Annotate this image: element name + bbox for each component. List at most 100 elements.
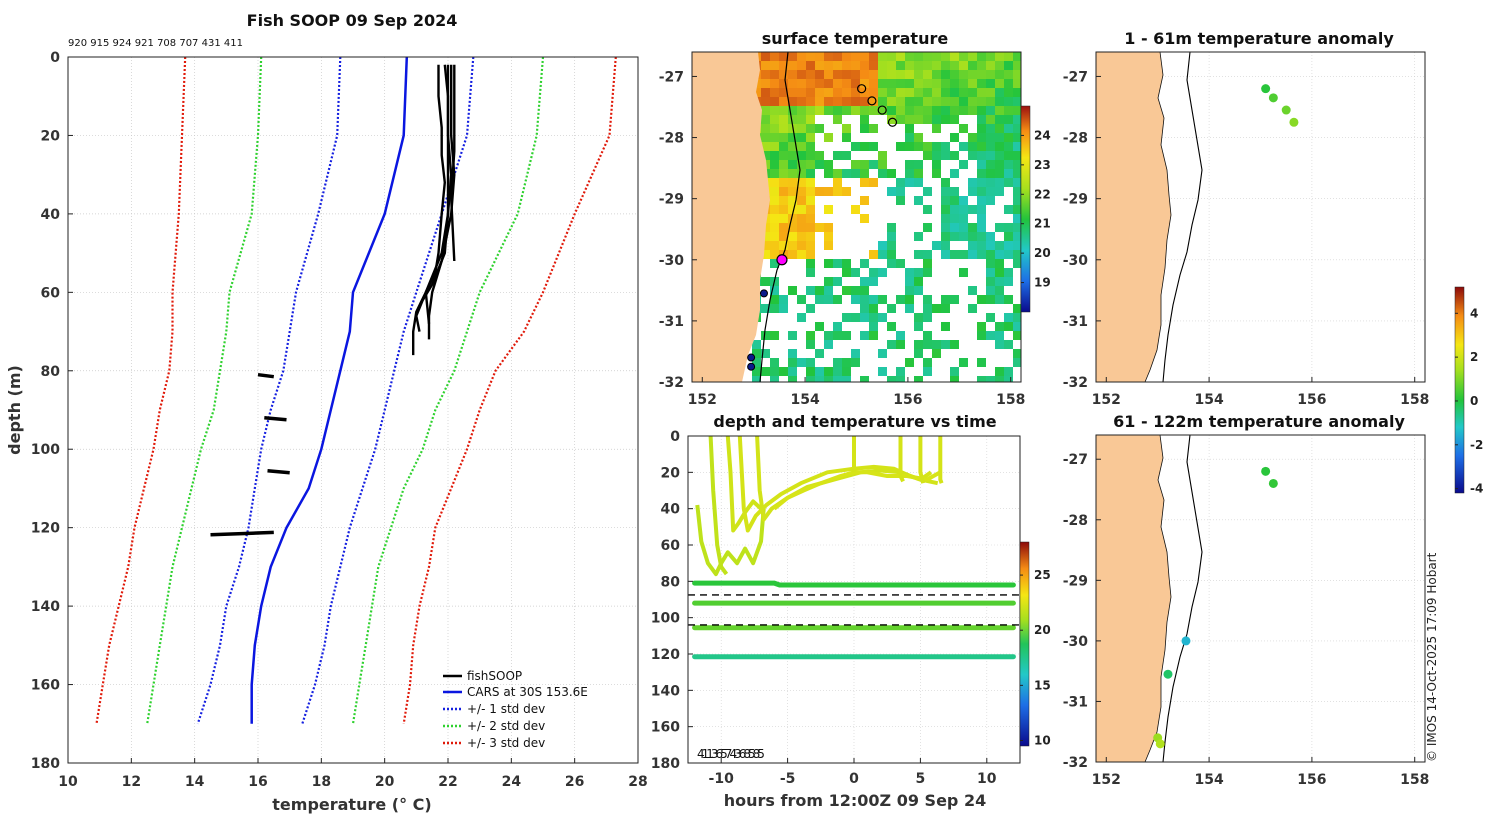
anomaly-colorbar-ticks: -4 -2 0 2 4: [1455, 306, 1483, 496]
sst-cell: [869, 178, 878, 187]
sst-cell: [1013, 178, 1021, 187]
sst-cell: [860, 106, 869, 115]
sst-cell: [1004, 277, 1013, 286]
sst-cell: [770, 160, 779, 169]
sst-cell: [977, 187, 986, 196]
sst-cell: [806, 268, 815, 277]
sst-cell: [905, 70, 914, 79]
sst-cell: [986, 313, 995, 322]
sst-cell: [761, 367, 770, 376]
sst-cell: [941, 223, 950, 232]
sst-cell: [995, 97, 1004, 106]
anomaly-deep-isobath: [1162, 435, 1203, 762]
sst-cell: [797, 124, 806, 133]
sst-cell: [887, 88, 896, 97]
sst-cell: [806, 241, 815, 250]
sst-cell: [995, 322, 1004, 331]
sst-cell: [1004, 79, 1013, 88]
sst-cell: [941, 70, 950, 79]
sst-cell: [896, 295, 905, 304]
sst-cell: [797, 250, 806, 259]
sst-cell: [914, 79, 923, 88]
sst-cell: [770, 169, 779, 178]
sst-cell: [833, 70, 842, 79]
sst-cell: [1004, 313, 1013, 322]
sst-cell: [959, 223, 968, 232]
sst-cell: [806, 133, 815, 142]
sst-cell: [806, 340, 815, 349]
sst-cell: [1013, 88, 1021, 97]
sst-cell: [914, 133, 923, 142]
sst-cell: [797, 178, 806, 187]
sst-cell: [788, 349, 797, 358]
sst-cell: [797, 313, 806, 322]
sst-cell: [977, 124, 986, 133]
sst-cell: [797, 88, 806, 97]
sst-cell: [860, 115, 869, 124]
sst-cell: [1013, 304, 1021, 313]
sst-cell: [788, 133, 797, 142]
sst-cell: [833, 79, 842, 88]
sst-cell: [833, 88, 842, 97]
sst-cell: [1004, 295, 1013, 304]
profile-sd2-low: [146, 56, 263, 724]
sst-cell: [761, 250, 770, 259]
sst-cell: [1013, 349, 1021, 358]
sst-cell: [1013, 241, 1021, 250]
sst-cell: [1013, 214, 1021, 223]
sst-cell: [788, 88, 797, 97]
sst-cell: [887, 223, 896, 232]
sst-cell: [788, 376, 797, 382]
sst-xtick-label: 156: [893, 392, 922, 408]
sst-cell: [887, 250, 896, 259]
sst-cell: [878, 70, 887, 79]
sst-cell: [1013, 331, 1021, 340]
timeseries-lines: [688, 435, 1020, 660]
sst-cell: [932, 79, 941, 88]
sst-cell: [1004, 205, 1013, 214]
sst-cell: [770, 376, 779, 382]
sst-cell: [806, 70, 815, 79]
sst-cell: [878, 349, 887, 358]
sst-cell: [995, 160, 1004, 169]
profile-ytick-label: 0: [50, 50, 60, 66]
sst-track-marker: [877, 105, 887, 115]
anomaly-shallow-ytick-label: -27: [1063, 69, 1088, 85]
sst-cell: [941, 250, 950, 259]
sst-cell: [905, 88, 914, 97]
anomaly-colorbar-label: 2: [1470, 350, 1478, 364]
sst-cell: [761, 124, 770, 133]
sst-cell: [833, 259, 842, 268]
sst-cell: [914, 88, 923, 97]
sst-cell: [806, 52, 815, 61]
sst-cell: [788, 169, 797, 178]
sst-cell: [842, 61, 851, 70]
sst-cell: [968, 97, 977, 106]
sst-cell: [977, 331, 986, 340]
sst-cell: [815, 223, 824, 232]
sst-cell: [941, 232, 950, 241]
profile-sd1-high: [301, 56, 475, 725]
sst-cell: [860, 304, 869, 313]
sst-xtick-label: 158: [996, 392, 1025, 408]
sst-cell: [986, 277, 995, 286]
anomaly-shallow-ytick-label: -29: [1063, 192, 1088, 208]
sst-cell: [1004, 178, 1013, 187]
sst-cell: [968, 304, 977, 313]
sst-cell: [851, 88, 860, 97]
sst-cell: [788, 160, 797, 169]
sst-cell: [1013, 169, 1021, 178]
sst-cell: [797, 151, 806, 160]
sst-cell: [941, 97, 950, 106]
sst-cell: [779, 160, 788, 169]
profile-ytick-label: 80: [41, 364, 61, 380]
sst-cell: [941, 88, 950, 97]
sst-cell: [1013, 250, 1021, 259]
sst-cell: [824, 223, 833, 232]
sst-cell: [1013, 70, 1021, 79]
sst-cell: [995, 367, 1004, 376]
sst-cell: [968, 250, 977, 259]
sst-cell: [878, 61, 887, 70]
sst-cell: [1004, 322, 1013, 331]
sst-cell: [1004, 88, 1013, 97]
